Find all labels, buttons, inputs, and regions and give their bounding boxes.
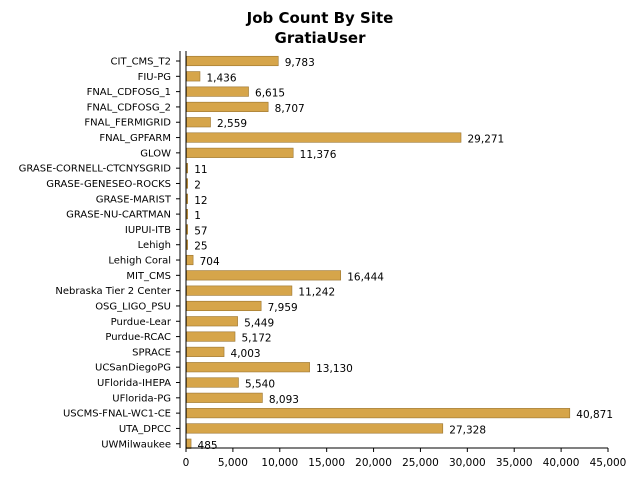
data-label: 5,540: [245, 379, 275, 391]
data-label: 12: [194, 195, 207, 207]
axes: 0 5,000 10,000 15,000 20,000 25,000 30,000 35,0…: [176, 51, 626, 469]
data-label: 8,093: [269, 394, 299, 406]
category-label: IUPUI-ITB: [125, 225, 171, 236]
category-label: CIT_CMS_T2: [111, 57, 171, 68]
bar: [186, 331, 236, 342]
category-label: Nebraska Tier 2 Center: [55, 286, 171, 297]
data-label: 1,436: [206, 72, 236, 84]
category-label: GRASE-NU-CARTMAN: [66, 210, 171, 221]
bar: [186, 163, 189, 174]
chart-title: Job Count By Site: [246, 9, 394, 27]
bar: [186, 392, 263, 403]
x-tick-label: 5,000: [218, 457, 248, 469]
bar: [186, 346, 225, 357]
data-label: 25: [194, 241, 207, 253]
bar: [186, 147, 294, 158]
bar: [186, 209, 189, 220]
bar: [186, 224, 189, 235]
data-label: 704: [200, 256, 220, 268]
data-label: 8,707: [275, 103, 305, 115]
bar: [186, 55, 279, 67]
category-label: FIU-PG: [138, 72, 171, 83]
category-label: Lehigh: [138, 240, 171, 251]
data-label: 485: [198, 440, 218, 452]
x-tick-label: 0: [183, 457, 190, 469]
category-label: UCSanDiegoPG: [95, 363, 171, 374]
bar: [186, 423, 444, 434]
data-label: 29,271: [468, 134, 505, 146]
x-tick-label: 35,000: [496, 457, 533, 469]
data-label: 5,172: [242, 333, 272, 345]
category-label: SPRACE: [132, 347, 171, 358]
value-labels: 9,7831,4366,6158,7072,55929,27111,376112…: [194, 57, 613, 452]
bar: [186, 239, 189, 250]
category-label: UTA_DPCC: [119, 424, 171, 435]
data-label: 11: [194, 164, 207, 176]
x-tick-label: 10,000: [261, 457, 298, 469]
category-label: UFlorida-IHEPA: [97, 378, 171, 389]
x-tick-label: 40,000: [543, 457, 580, 469]
bar: [186, 270, 342, 281]
data-label: 11,242: [298, 287, 335, 299]
category-label: Lehigh Coral: [108, 256, 171, 267]
data-label: 6,615: [255, 88, 285, 100]
bar: [186, 193, 189, 204]
bar: [186, 316, 238, 327]
category-label: Purdue-Lear: [111, 317, 172, 328]
category-label: FNAL_CDFOSG_2: [87, 102, 171, 113]
category-label: FNAL_GPFARM: [99, 133, 171, 144]
data-label: 57: [194, 225, 207, 237]
data-label: 9,783: [285, 57, 315, 69]
data-label: 1: [194, 210, 201, 222]
bar: [186, 178, 189, 189]
bar: [186, 285, 293, 296]
x-tick-label: 20,000: [355, 457, 392, 469]
category-label: GRASE-MARIST: [96, 194, 172, 205]
bar: [186, 101, 269, 112]
x-tick-label: 45,000: [590, 457, 627, 469]
x-tick-label: 30,000: [449, 457, 486, 469]
category-label: GRASE-GENESEO-ROCKS: [46, 179, 171, 190]
x-tick-label: 15,000: [308, 457, 345, 469]
data-label: 2,559: [217, 118, 247, 130]
bar: [186, 300, 262, 312]
data-label: 11,376: [300, 149, 337, 161]
bar: [186, 362, 310, 373]
bar: [186, 254, 194, 266]
category-label: UFlorida-PG: [112, 393, 171, 404]
bar: [186, 86, 249, 97]
bar: [186, 438, 192, 449]
data-label: 27,328: [449, 424, 486, 436]
category-label: GLOW: [140, 148, 171, 159]
x-tick-label: 25,000: [402, 457, 439, 469]
bar: [186, 117, 211, 128]
data-label: 13,130: [316, 363, 353, 375]
bar: [186, 408, 571, 419]
bar: [186, 377, 239, 388]
chart-subtitle: GratiaUser: [275, 29, 367, 47]
category-label: USCMS-FNAL-WC1-CE: [63, 409, 171, 420]
category-label: Purdue-RCAC: [105, 332, 171, 343]
bar: [186, 71, 201, 82]
data-label: 7,959: [268, 302, 298, 314]
data-label: 40,871: [576, 409, 613, 421]
category-labels: CIT_CMS_T2 FIU-PG FNAL_CDFOSG_1 FNAL_CDFOSG…: [19, 57, 172, 451]
category-label: UWMilwaukee: [101, 439, 171, 450]
data-label: 5,449: [244, 317, 274, 329]
category-label: OSG_LIGO_PSU: [95, 301, 171, 312]
data-label: 16,444: [347, 271, 384, 283]
data-label: 4,003: [231, 348, 261, 360]
bar: [186, 132, 462, 143]
category-label: GRASE-CORNELL-CTCNYSGRID: [19, 164, 172, 175]
category-label: FNAL_CDFOSG_1: [87, 87, 171, 98]
category-label: FNAL_FERMIGRID: [84, 118, 171, 129]
category-label: MIT_CMS: [126, 271, 171, 282]
data-label: 2: [194, 179, 201, 191]
